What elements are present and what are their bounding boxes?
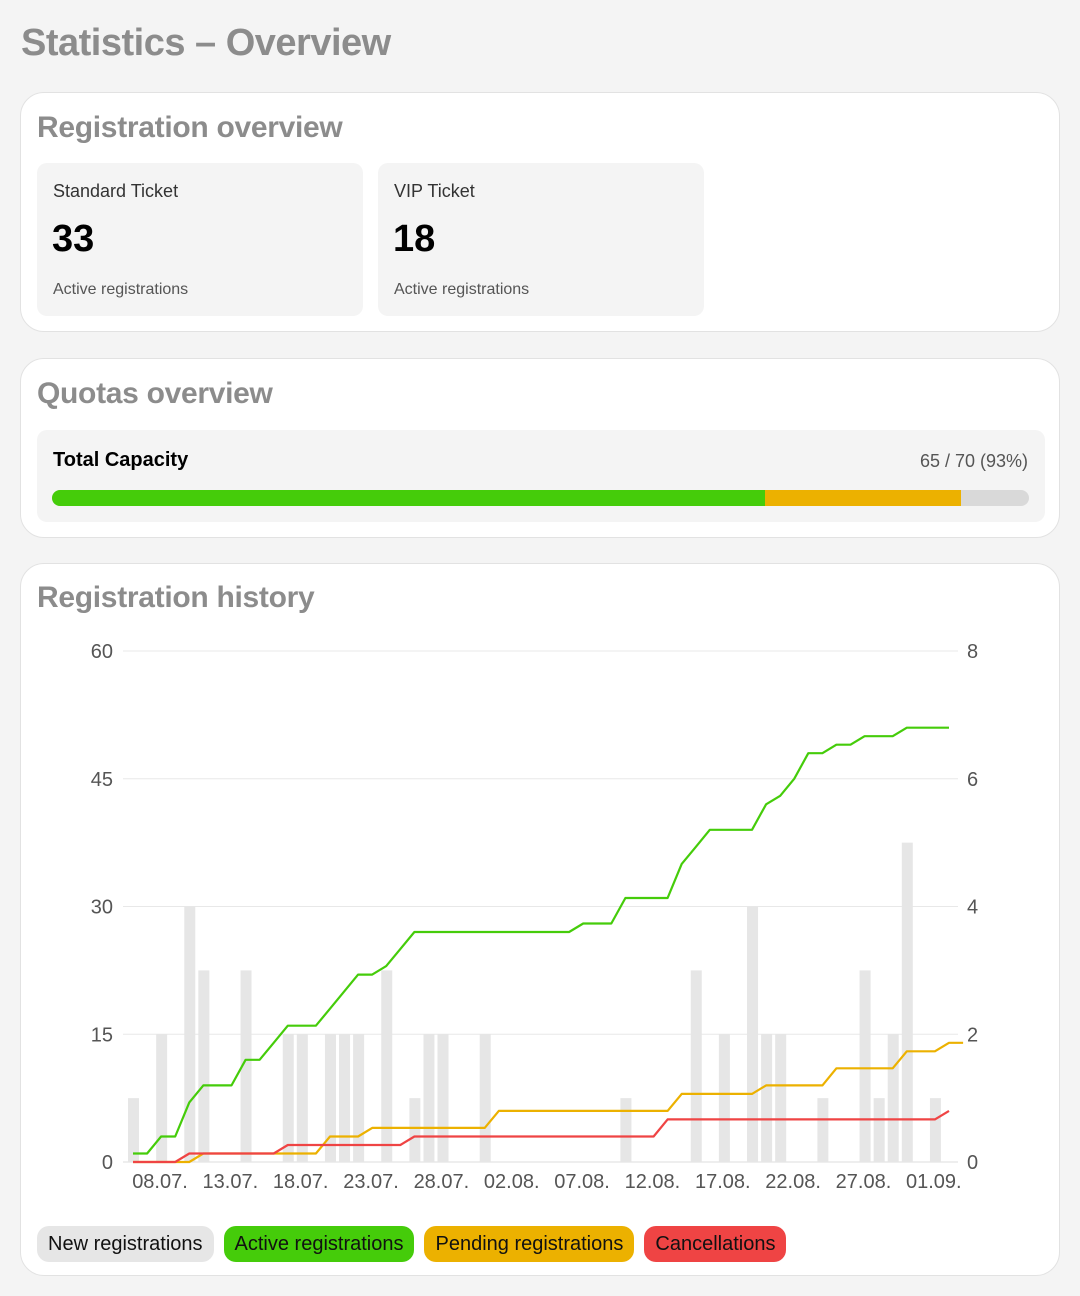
new-registrations-bar <box>324 1034 336 1162</box>
new-registrations-bar <box>761 1034 773 1162</box>
y-right-tick-label: 2 <box>967 1024 978 1046</box>
new-registrations-bar <box>296 1034 308 1162</box>
new-registrations-bar <box>901 842 913 1162</box>
vip-ticket-sub: Active registrations <box>394 281 530 298</box>
new-registrations-bar <box>423 1034 435 1162</box>
new-registrations-bar <box>409 1098 421 1162</box>
new-registrations-bar <box>718 1034 730 1162</box>
vip-ticket-tile: VIP Ticket 18 Active registrations <box>378 163 704 316</box>
total-capacity-panel: Total Capacity 65 / 70 (93%) <box>37 430 1045 522</box>
new-registrations-bar <box>929 1098 941 1162</box>
standard-ticket-tile: Standard Ticket 33 Active registrations <box>37 163 363 316</box>
capacity-bar-active <box>52 490 766 506</box>
new-registrations-bar <box>353 1034 365 1162</box>
page-title: Statistics – Overview <box>21 22 391 64</box>
new-registrations-bar <box>479 1034 491 1162</box>
new-registrations-bar <box>817 1098 829 1162</box>
x-tick-label: 07.08. <box>554 1171 610 1193</box>
legend-active-registrations[interactable]: Active registrations <box>223 1226 415 1262</box>
active-registrations-line <box>133 726 949 1155</box>
registration-history-title: Registration history <box>37 581 315 614</box>
vip-ticket-label: VIP Ticket <box>394 181 475 201</box>
y-left-tick-label: 30 <box>91 897 113 919</box>
chart-legend: New registrations Active registrations Pen… <box>37 1226 787 1262</box>
new-registrations-bar <box>690 970 702 1162</box>
y-left-tick-label: 45 <box>91 769 113 791</box>
x-tick-label: 27.08. <box>836 1171 892 1193</box>
total-capacity-label: Total Capacity <box>53 449 189 471</box>
new-registrations-bar <box>775 1034 787 1162</box>
capacity-bar <box>52 490 1029 506</box>
quotas-overview-title: Quotas overview <box>37 377 273 410</box>
new-registrations-bar <box>282 1034 294 1162</box>
y-left-tick-label: 60 <box>91 641 113 663</box>
cancellations-line <box>133 1109 950 1164</box>
new-registrations-bar <box>887 1034 899 1162</box>
registration-overview-card: Registration overview Standard Ticket 33… <box>20 92 1060 332</box>
new-registrations-bar <box>873 1098 885 1162</box>
total-capacity-value: 65 / 70 (93%) <box>919 451 1028 471</box>
x-tick-label: 28.07. <box>414 1171 470 1193</box>
x-tick-label: 02.08. <box>484 1171 540 1193</box>
legend-new-registrations[interactable]: New registrations <box>37 1226 214 1262</box>
y-right-tick-label: 4 <box>967 897 978 919</box>
legend-cancellations[interactable]: Cancellations <box>644 1226 787 1262</box>
new-registrations-bar <box>620 1098 632 1162</box>
standard-ticket-sub: Active registrations <box>53 281 189 298</box>
x-tick-label: 22.08. <box>765 1171 821 1193</box>
x-tick-label: 13.07. <box>203 1171 259 1193</box>
y-right-tick-label: 6 <box>967 769 978 791</box>
x-tick-label: 18.07. <box>273 1171 329 1193</box>
legend-pending-registrations[interactable]: Pending registrations <box>424 1226 635 1262</box>
x-tick-label: 12.08. <box>625 1171 681 1193</box>
quotas-overview-card: Quotas overview Total Capacity 65 / 70 (… <box>20 358 1060 538</box>
x-tick-label: 23.07. <box>343 1171 399 1193</box>
new-registrations-bar <box>184 906 196 1162</box>
standard-ticket-count: 33 <box>52 218 95 260</box>
x-tick-label: 17.08. <box>695 1171 751 1193</box>
registration-history-chart: 0 15 30 45 60 0 2 4 6 8 08.07. 13.07. 18.07. 23.07. 28… <box>91 641 978 1193</box>
new-registrations-bar <box>437 1034 449 1162</box>
new-registrations-bar <box>381 970 393 1162</box>
capacity-bar-pending <box>765 490 961 506</box>
y-left-tick-label: 15 <box>91 1024 113 1046</box>
y-right-tick-label: 0 <box>967 1152 978 1174</box>
x-tick-label: 08.07. <box>132 1171 188 1193</box>
new-registrations-bar <box>747 906 759 1162</box>
registration-overview-title: Registration overview <box>37 111 343 144</box>
new-registrations-bar <box>156 1034 168 1162</box>
x-tick-label: 01.09. <box>906 1171 962 1193</box>
new-registrations-bar <box>198 970 210 1162</box>
y-right-tick-label: 8 <box>967 641 978 663</box>
new-registrations-bar <box>240 970 252 1162</box>
new-registrations-bar <box>339 1034 351 1162</box>
y-left-tick-label: 0 <box>102 1152 113 1174</box>
new-registrations-bar <box>859 970 871 1162</box>
standard-ticket-label: Standard Ticket <box>53 181 179 201</box>
new-registrations-bar <box>128 1098 139 1162</box>
vip-ticket-count: 18 <box>393 218 436 260</box>
registration-history-card: Registration history 0 15 30 45 60 0 2 4 6 8 08.07… <box>20 563 1060 1276</box>
